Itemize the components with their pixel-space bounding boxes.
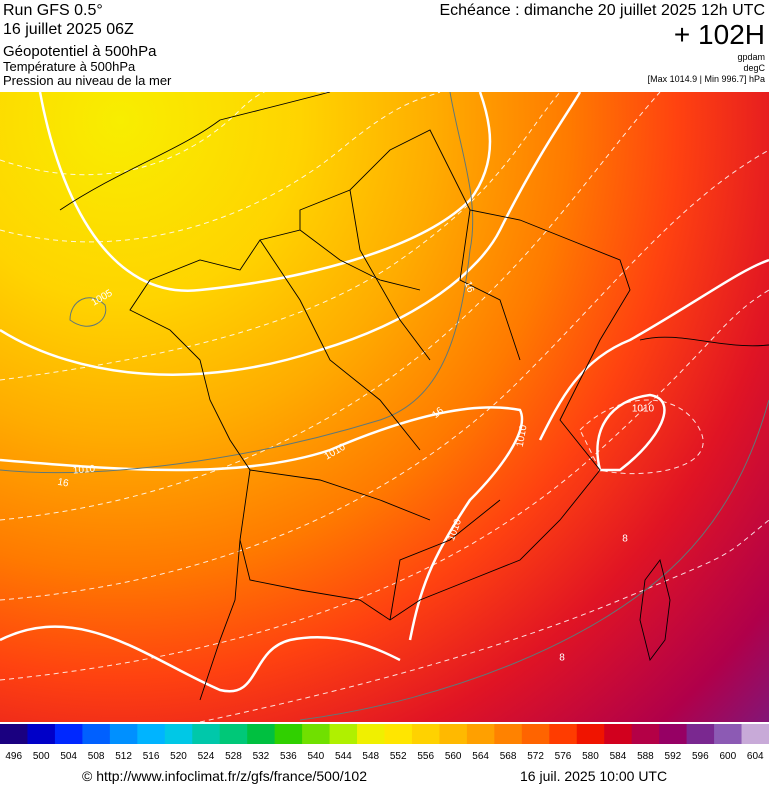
colorbar-swatch [659,724,688,744]
param: Géopotentiel à 500hPa [3,43,157,60]
colorbar-swatch [137,724,166,744]
colorbar-swatch [604,724,633,744]
colorbar-label: 580 [582,751,599,762]
colorbar-label: 552 [390,751,407,762]
colorbar-swatch [109,724,138,744]
colorbar-swatch [576,724,605,744]
colorbar-swatch [0,724,28,744]
colorbar-label: 544 [335,751,352,762]
temperature-contours [0,92,769,722]
colorbar-label: 540 [307,751,324,762]
colorbar-label: 600 [719,751,736,762]
colorbar-swatch [466,724,495,744]
unit: degC [743,63,765,73]
pressure-contours [0,92,769,693]
colorbar-swatch [164,724,193,744]
colorbar-swatch [741,724,769,744]
valid-time: Echéance : dimanche 20 juillet 2025 12h … [439,2,765,19]
contour-label: 8 [622,534,628,545]
param: Température à 500hPa [3,59,136,74]
colorbar-swatch [384,724,413,744]
colorbar-swatch [439,724,468,744]
run-date: 16 juillet 2025 06Z [3,21,134,38]
contour-label: 1010 [72,464,96,477]
colorbar-label: 604 [747,751,764,762]
colorbar-label: 520 [170,751,187,762]
header: Run GFS 0.5° 16 juillet 2025 06Z Géopote… [3,2,766,88]
colorbar-swatch [82,724,111,744]
contour-label: 16 [57,477,70,490]
contour-label: 8 [559,653,565,664]
colorbar-swatch [631,724,660,744]
contour-label: 16 [462,280,476,295]
colorbar-label: 556 [417,751,434,762]
colorbar-swatch [411,724,440,744]
colorbar-label: 548 [362,751,379,762]
issue-date: 16 juil. 2025 10:00 UTC [520,768,667,784]
colorbar-swatch [549,724,578,744]
colorbar-label: 568 [500,751,517,762]
colorbar-swatch [274,724,303,744]
colorbar-label: 572 [527,751,544,762]
colorbar-swatch [54,724,83,744]
colorbar-label: 528 [225,751,242,762]
colorbar-swatch [357,724,385,744]
colorbar-label: 512 [115,751,132,762]
colorbar-swatch [714,724,743,744]
colorbar-swatch [27,724,56,744]
source-url: © http://www.infoclimat.fr/z/gfs/france/… [82,768,367,784]
colorbar-label: 576 [555,751,572,762]
pressure-range: [Max 1014.9 | Min 996.7] hPa [648,74,765,84]
colorbar-swatch [247,724,276,744]
coastlines-borders [59,92,769,701]
title: Run GFS 0.5° [3,2,103,19]
colorbar-swatch [494,724,523,744]
temperature-field [0,92,769,722]
colorbar-label: 596 [692,751,709,762]
param: Pression au niveau de la mer [3,73,172,88]
colorbar-swatch [192,724,221,744]
isotherms [0,92,769,721]
colorbar-label: 496 [5,751,22,762]
colorbar-swatch [686,724,715,744]
colorbar-swatch [219,724,248,744]
colorbar-label: 536 [280,751,297,762]
colorbar-label: 500 [33,751,50,762]
colorbar-label: 508 [88,751,105,762]
colorbar-label: 516 [143,751,160,762]
colorbar: 496 500 504 508 512 516 520 524 528 532 536 540 544 5… [0,724,769,762]
lead-time: + 102H [674,19,765,50]
unit: gpdam [737,52,765,62]
colorbar-swatch [302,724,331,744]
contour-label: 1010 [632,404,655,415]
colorbar-label: 592 [665,751,682,762]
colorbar-label: 560 [445,751,462,762]
contour-label: 1010 [515,424,530,448]
colorbar-swatch [521,724,550,744]
colorbar-label: 524 [198,751,215,762]
colorbar-label: 504 [60,751,77,762]
colorbar-label: 584 [610,751,627,762]
colorbar-label: 532 [253,751,270,762]
colorbar-swatch [329,724,358,744]
colorbar-label: 588 [637,751,654,762]
colorbar-label: 564 [472,751,489,762]
